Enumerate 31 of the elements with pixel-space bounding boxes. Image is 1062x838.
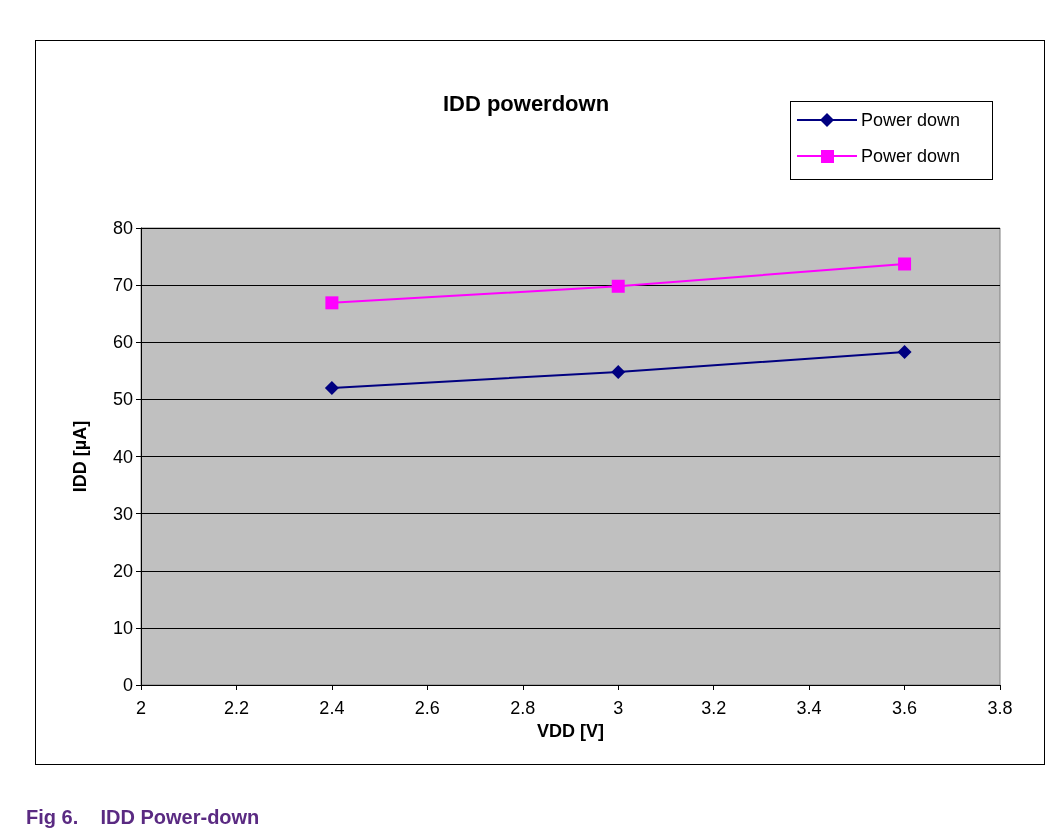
y-tick-label: 0 bbox=[122, 675, 133, 695]
caption: Fig 6. IDD Power-down bbox=[26, 806, 260, 829]
x-axis-title: VDD [V] bbox=[537, 720, 604, 741]
x-tick-label: 2.8 bbox=[510, 698, 536, 718]
point bbox=[898, 257, 912, 271]
legend-label: Power down bbox=[861, 109, 961, 131]
x-tick-label: 2.6 bbox=[414, 698, 440, 718]
chart-title: IDD powerdown bbox=[442, 90, 610, 116]
point bbox=[897, 344, 912, 359]
y-tick-label: 20 bbox=[112, 560, 133, 581]
x-tick-label: 3.2 bbox=[701, 698, 727, 718]
y-tick-label: 70 bbox=[112, 275, 133, 296]
x-tick-label: 2 bbox=[135, 698, 147, 718]
legend-label: Power down bbox=[861, 145, 961, 167]
point bbox=[325, 296, 339, 310]
point bbox=[611, 279, 625, 293]
x-tick-label: 3.4 bbox=[796, 698, 822, 718]
y-tick-label: 30 bbox=[112, 503, 133, 524]
x-tick-label: 3 bbox=[613, 698, 624, 718]
y-axis-title: IDD [µA] bbox=[70, 420, 90, 493]
x-tick-label: 3.8 bbox=[987, 698, 1013, 718]
y-tick-label: 50 bbox=[112, 389, 133, 410]
y-tick-label: 10 bbox=[112, 617, 133, 638]
point bbox=[324, 380, 339, 395]
y-tick-label: 80 bbox=[112, 218, 133, 238]
x-tick-label: 2.2 bbox=[223, 698, 249, 718]
y-tick-label: 40 bbox=[112, 446, 133, 467]
y-tick-label: 60 bbox=[112, 332, 133, 353]
x-tick-label: 2.4 bbox=[319, 698, 345, 718]
point bbox=[611, 364, 626, 379]
x-tick-label: 3.6 bbox=[892, 698, 918, 718]
